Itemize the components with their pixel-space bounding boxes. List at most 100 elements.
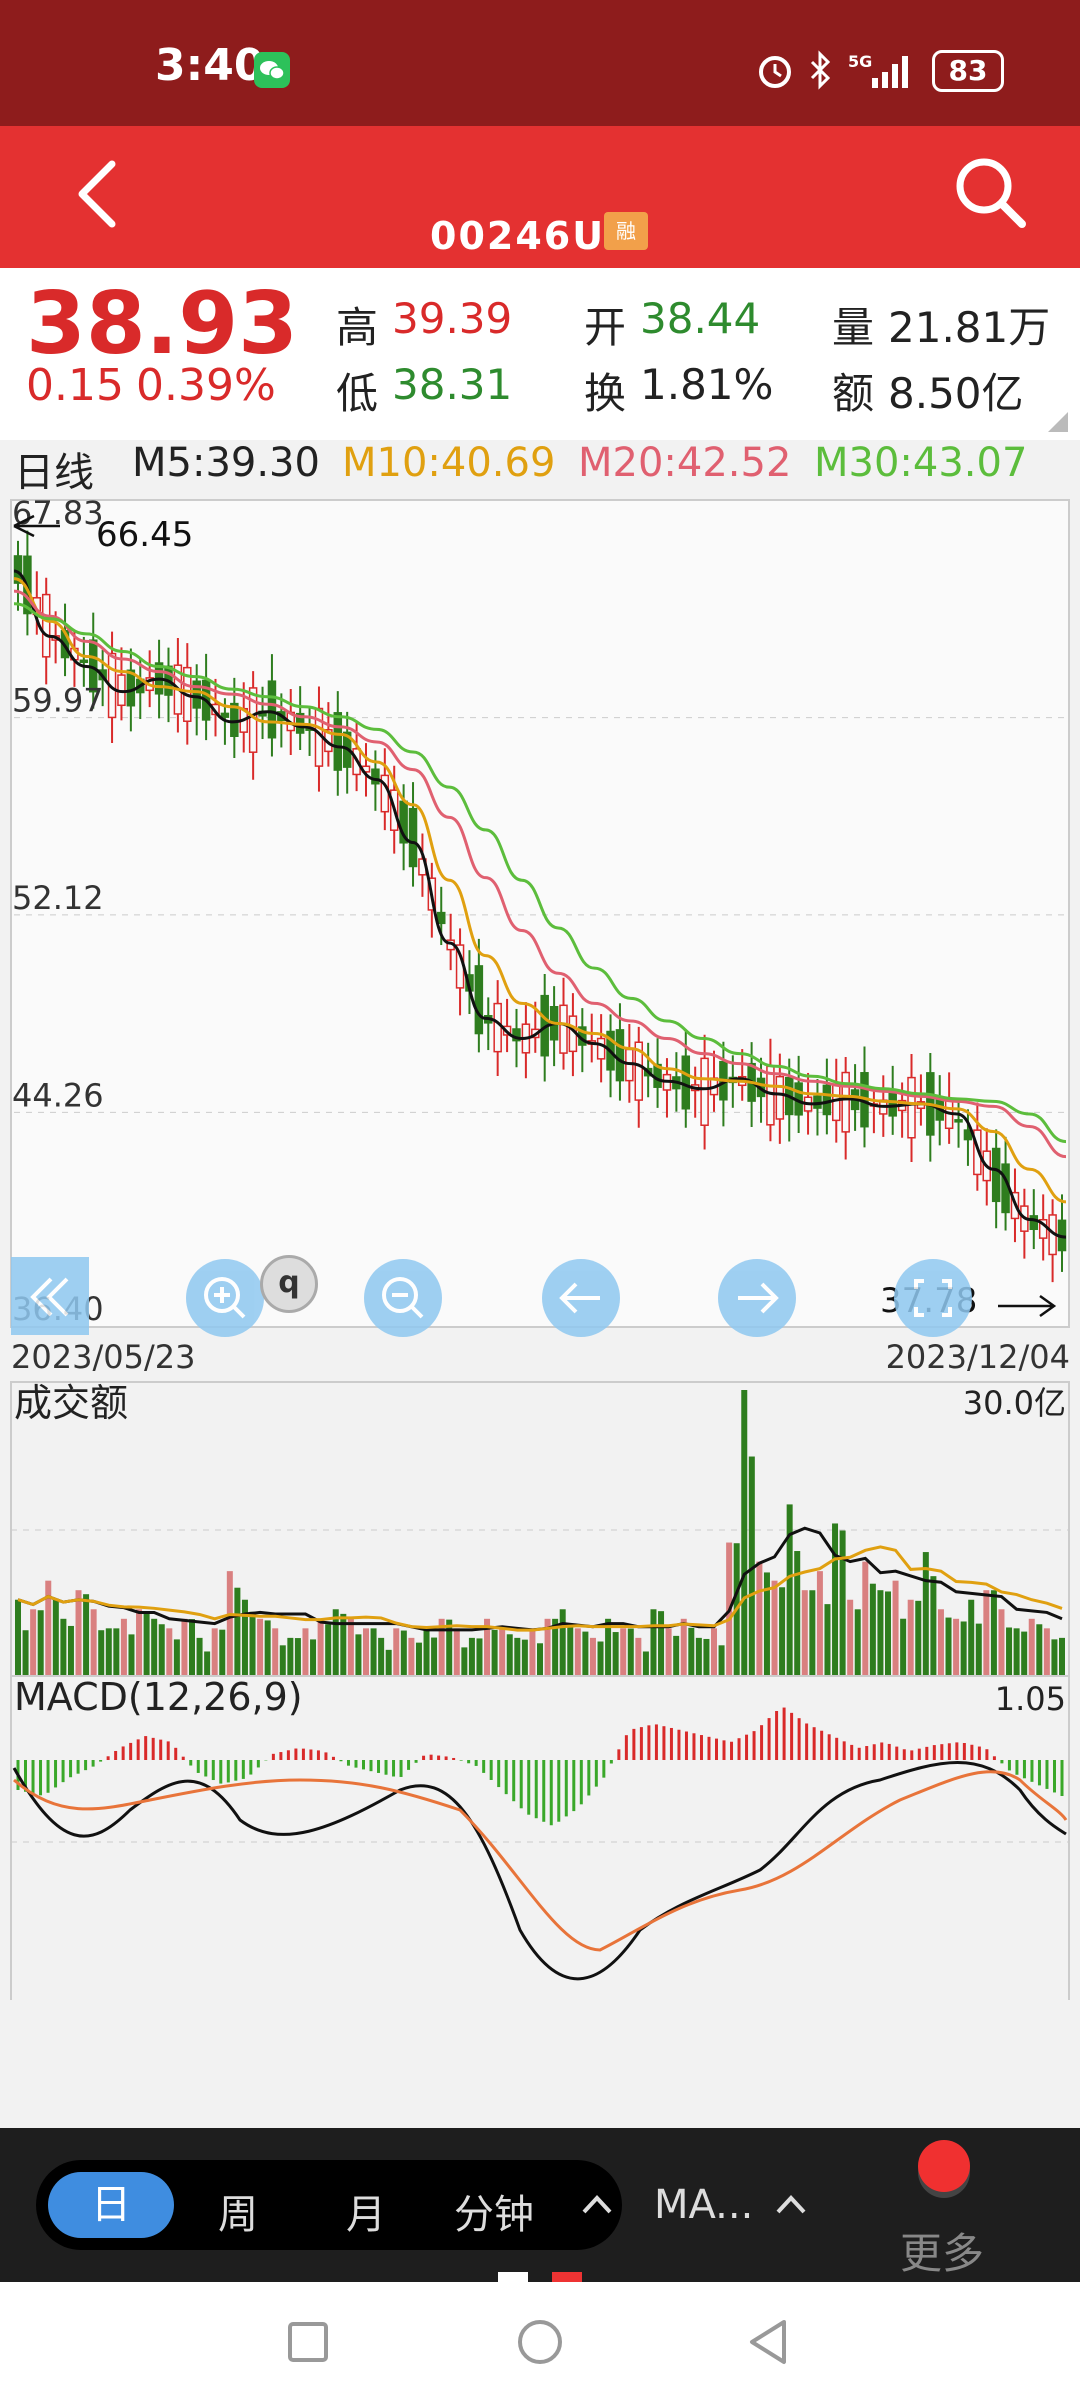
volume-bar <box>975 1623 982 1676</box>
home-icon[interactable] <box>516 2318 564 2366</box>
start-date: 2023/05/23 <box>11 1338 195 1376</box>
volume-bar <box>1021 1631 1028 1676</box>
alarm-icon <box>759 56 791 88</box>
tab-month[interactable]: 月 <box>346 2192 386 2238</box>
recent-apps-icon[interactable] <box>286 2320 330 2364</box>
tab-day[interactable]: 日 <box>48 2172 174 2238</box>
expand-corner-icon[interactable] <box>1044 408 1072 436</box>
volume-bar <box>363 1628 369 1676</box>
volume-bar <box>332 1609 339 1676</box>
price-panel <box>10 499 1070 1328</box>
volume-bar <box>960 1621 967 1676</box>
volume-bar <box>620 1628 627 1676</box>
volume-bar <box>484 1618 491 1676</box>
candle-body <box>775 1075 785 1120</box>
volume-bar <box>680 1618 687 1676</box>
high-value: 39.39 <box>392 294 513 343</box>
volume-bar <box>665 1628 672 1676</box>
status-time: 3:40 <box>155 40 265 91</box>
candle-body <box>973 1129 982 1176</box>
stock-code: 00246U <box>430 214 606 258</box>
back-arrow-icon[interactable] <box>62 154 142 234</box>
volume-bar <box>809 1590 816 1676</box>
ma30-label: M30:43.07 <box>814 440 1028 486</box>
volume-bar <box>1006 1627 1013 1676</box>
volume-bar <box>15 1599 21 1676</box>
volume-bar <box>748 1456 755 1676</box>
tab-week[interactable]: 周 <box>218 2192 258 2238</box>
volume-bar <box>136 1609 143 1676</box>
dif-line <box>12 1761 1067 1981</box>
volume-bar <box>1013 1628 1020 1676</box>
volume-title: 成交额 <box>14 1381 128 1425</box>
volume-bar <box>658 1611 665 1676</box>
last-price: 38.93 <box>26 274 299 374</box>
volume-bar <box>234 1587 241 1676</box>
volume-bar <box>317 1618 324 1676</box>
volume-bar <box>514 1637 521 1676</box>
volume-bars <box>15 1390 1065 1676</box>
volume-bar <box>983 1590 990 1676</box>
volume-ma-line <box>17 1526 1063 1632</box>
min-arrow-icon <box>998 1294 1057 1318</box>
fullscreen-button[interactable] <box>894 1259 972 1337</box>
volume-bar <box>264 1620 271 1676</box>
volume-bar <box>491 1629 498 1676</box>
volume-bar <box>756 1561 763 1676</box>
zoom-in-icon <box>204 1277 246 1319</box>
title-bar: 00246U 融 <box>0 126 1080 268</box>
volume-bar <box>385 1649 392 1676</box>
candle-body <box>192 680 201 709</box>
volume-bar <box>824 1604 831 1676</box>
volume-bar <box>22 1630 29 1676</box>
battery-level: 83 <box>948 54 988 87</box>
collapse-button[interactable] <box>11 1257 89 1335</box>
volume-bar <box>1059 1637 1065 1676</box>
volume-bar <box>650 1609 657 1676</box>
zoom-out-button[interactable] <box>364 1259 442 1337</box>
search-icon[interactable] <box>950 152 1030 232</box>
volume-bar <box>582 1631 589 1676</box>
help-bubble-icon[interactable]: q <box>260 1255 318 1313</box>
pan-left-button[interactable] <box>542 1259 620 1337</box>
volume-bar <box>378 1637 385 1676</box>
pan-right-button[interactable] <box>718 1259 796 1337</box>
open-value: 38.44 <box>640 294 761 343</box>
more-button[interactable]: 更多 <box>900 2229 985 2278</box>
zoom-in-button[interactable] <box>186 1259 264 1337</box>
price-change: 0.15 <box>26 360 124 411</box>
system-nav-bar <box>0 2282 1080 2400</box>
volume-bar <box>257 1618 264 1676</box>
volume-bar <box>249 1611 256 1676</box>
volume-bar <box>786 1504 793 1676</box>
tab-ma[interactable]: MA... <box>654 2182 754 2228</box>
network-type: 5G <box>848 52 873 71</box>
candle-body <box>615 1029 625 1082</box>
candle-body <box>841 1071 850 1133</box>
volume-bar <box>597 1641 604 1676</box>
low-label: 低 <box>336 369 379 418</box>
candle-body <box>634 1041 644 1101</box>
candle-body <box>13 555 23 584</box>
volume-bar <box>75 1590 82 1676</box>
volume-bar <box>968 1599 975 1676</box>
volume-bar <box>105 1628 112 1676</box>
amount-label: 额 <box>832 369 875 418</box>
max-price-label: 66.45 <box>96 515 193 555</box>
candle-body <box>126 669 136 707</box>
back-icon[interactable] <box>746 2318 790 2366</box>
volume-bar <box>181 1618 188 1676</box>
bluetooth-icon <box>810 50 831 90</box>
chevron-up-icon[interactable] <box>774 2190 808 2220</box>
volume-bar <box>862 1561 869 1676</box>
volume-bar <box>128 1634 135 1676</box>
battery-icon: 83 <box>932 50 1004 92</box>
volume-bar <box>711 1628 717 1676</box>
candle-body <box>596 1037 606 1060</box>
volume-bar <box>347 1618 354 1676</box>
tab-minute[interactable]: 分钟 <box>454 2192 534 2238</box>
volume-bar <box>627 1628 634 1676</box>
chevron-up-icon[interactable] <box>580 2190 614 2220</box>
volume-bar <box>801 1590 808 1676</box>
